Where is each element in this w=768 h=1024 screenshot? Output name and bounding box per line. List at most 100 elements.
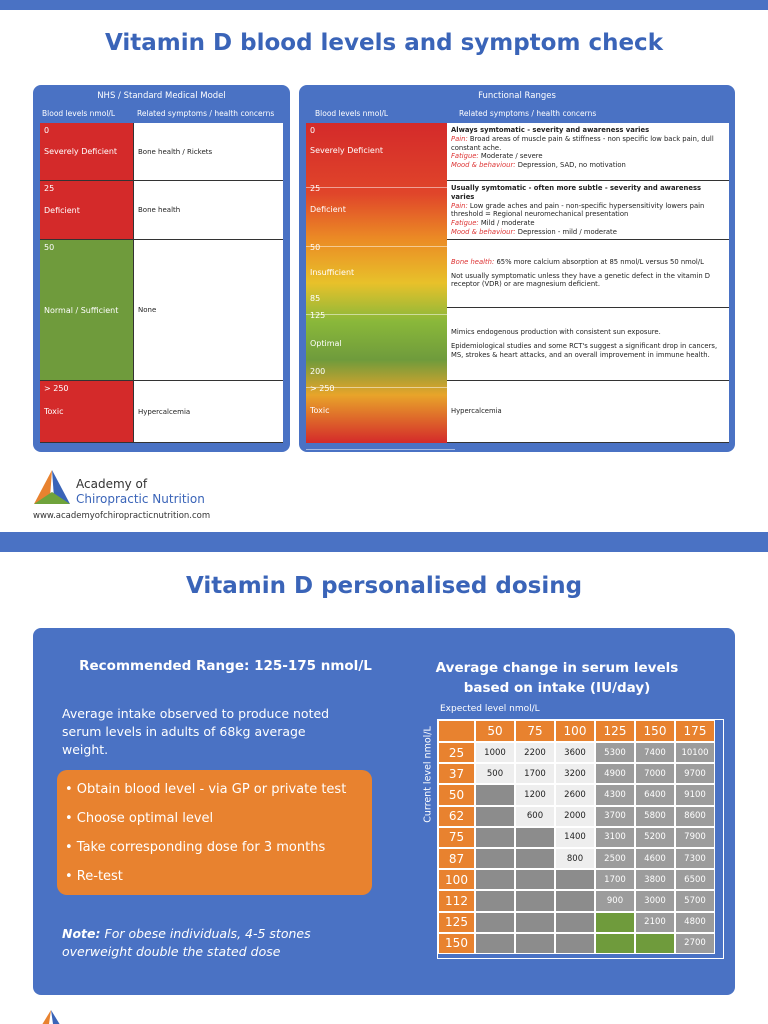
level-cell: 0 Severely Deficient [40,123,133,181]
note-item: Pain: Broad areas of muscle pain & stiff… [451,135,725,153]
logo-line1: Academy of [76,477,148,491]
nhs-panel: NHS / Standard Medical Model Blood level… [33,85,290,452]
dose-cell: 900 [595,890,635,912]
step: • Choose optimal level [65,811,214,826]
column-header: 100 [555,720,595,742]
level-label: Toxic [310,406,330,415]
symptom-text: Hypercalcemia [138,407,191,416]
level-value: 25 [310,184,321,193]
column-header: 50 [475,720,515,742]
dose-cell: 5800 [635,805,675,827]
note-label: Pain: [451,201,468,210]
note-text: Moderate / severe [480,152,543,161]
step: • Take corresponding dose for 3 months [65,840,326,855]
dose-cell [515,890,555,912]
nhs-title: NHS / Standard Medical Model [97,91,226,101]
note-item: Fatigue: Moderate / severe [451,152,725,161]
level-value: 0 [310,126,316,135]
dose-cell: 1200 [515,784,555,806]
dose-cell [475,890,515,912]
level-cell: > 250 Toxic [40,381,133,443]
dose-cell [475,805,515,827]
note-item: Mood & behaviour: Depression, SAD, no mo… [451,161,725,170]
logo-icon-partial [42,1010,60,1024]
dose-cell: 1400 [555,826,595,848]
note-item: Pain: Low grade aches and pain - non-spe… [451,202,725,220]
symptom-text: Bone health [138,206,181,214]
notes-cell: Always symtomatic - severity and awarene… [447,123,729,181]
note-text: Depression, SAD, no motivation [517,161,626,170]
logo-shape [34,492,70,504]
notes-cell: Hypercalcemia [447,381,729,443]
row-header: 75 [438,826,475,848]
level-value: 125 [310,311,326,320]
row-header: 87 [438,848,475,870]
dose-table: 50 75 100 125 150 175 25 1000 2200 3600 5300 7400 10… [437,719,724,959]
level-label: Severely Deficient [44,147,118,156]
level-value: 25 [44,184,55,193]
level-cell: 125 200 Optimal [306,308,455,388]
symptom-cell: Bone health [133,181,283,240]
logo-icon [34,470,70,504]
note-text: Epidemiological studies and some RCT's s… [451,342,718,359]
table-title: Average change in serum levels based on … [435,660,679,697]
dose-cell: 2700 [675,932,715,954]
dose-cell: 2100 [635,911,675,933]
gradient-column [306,123,447,443]
dose-cell: 2600 [555,784,595,806]
symptom-text: None [138,306,157,314]
dose-cell: 2200 [515,742,555,764]
note-text: For obese individuals, 4-5 stones overwe… [62,926,311,959]
note-text: Broad areas of muscle pain & stiffness -… [451,134,714,152]
note-item: Mood & behaviour: Depression - mild / mo… [451,228,725,237]
logo-shape [42,1010,51,1024]
dose-cell [475,848,515,870]
row-header: 37 [438,763,475,785]
dose-cell: 1000 [475,742,515,764]
dose-cell: 8600 [675,805,715,827]
notes-cell: Bone health: 65% more calcium absorption… [447,240,729,308]
level-label: Optimal [310,338,342,348]
level-cell: 0 Severely Deficient [306,123,455,188]
dose-cell [515,911,555,933]
note-label: Bone health: [451,257,495,266]
level-value: 50 [310,243,321,252]
dose-cell: 1700 [595,869,635,891]
steps-box: • Obtain blood level - via GP or private… [57,770,372,895]
column-header: 75 [515,720,555,742]
range-title: Recommended Range: 125-175 nmol/L [79,658,372,674]
step: • Obtain blood level - via GP or private… [65,782,347,797]
dose-cell [515,826,555,848]
mid-band [0,532,768,552]
dose-cell: 7900 [675,826,715,848]
dose-cell: 4300 [595,784,635,806]
symptom-text: Bone health / Rickets [138,147,213,156]
dose-cell: 600 [515,805,555,827]
note-text: Hypercalcemia [451,407,502,416]
dose-cell: 5200 [635,826,675,848]
row-header: 62 [438,805,475,827]
logo-shape [51,1010,60,1024]
dose-cell [475,911,515,933]
y-label: Current level nmol/L [422,726,434,823]
symptom-cell: Hypercalcemia [133,381,283,443]
col-header: Blood levels nmol/L [315,109,389,118]
functional-panel: Functional Ranges Blood levels nmol/L Re… [299,85,735,452]
column-header: 150 [635,720,675,742]
dose-cell [515,932,555,954]
top-band [0,0,768,10]
level-cell: 25 Deficient [306,181,455,247]
note-label: Mood & behaviour: [451,161,516,170]
dose-cell: 3100 [595,826,635,848]
col-header: Blood levels nmol/L [42,109,116,118]
dose-cell: 9700 [675,763,715,785]
note-label: Fatigue: [451,219,479,228]
dose-cell: 6500 [675,869,715,891]
level-value: > 250 [44,384,69,393]
dose-cell: 9100 [675,784,715,806]
dose-cell [475,826,515,848]
row-header: 50 [438,784,475,806]
note-item: Epidemiological studies and some RCT's s… [451,342,725,360]
note-heading: Usually symtomatic - often more subtle -… [451,184,702,201]
